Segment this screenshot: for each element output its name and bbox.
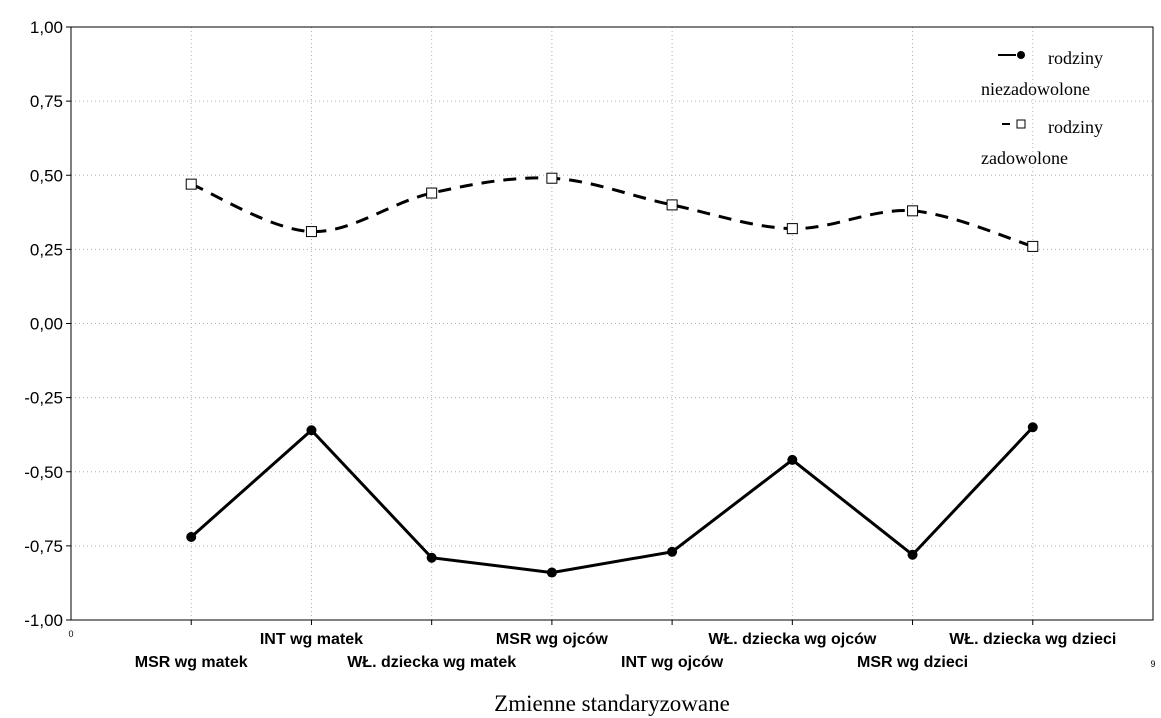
data-point-niezadowolone — [426, 552, 437, 563]
data-point-zadowolone — [546, 172, 558, 184]
y-tick-label: -1,00 — [24, 611, 63, 630]
data-point-niezadowolone — [546, 567, 557, 578]
x-category-label: WŁ. dziecka wg matek — [347, 654, 516, 671]
x-category-label: MSR wg ojców — [496, 631, 609, 648]
data-point-zadowolone — [1027, 240, 1039, 252]
y-tick-label: 0,50 — [30, 166, 63, 185]
data-point-niezadowolone — [787, 454, 798, 465]
y-tick-label: 0,25 — [30, 240, 63, 259]
legend-series2-line1: rodziny — [1048, 117, 1103, 137]
x-category-label: WŁ. dziecka wg ojców — [708, 631, 877, 648]
y-tick-label: 0,75 — [30, 92, 63, 111]
data-point-niezadowolone — [1027, 422, 1038, 433]
series-line-zadowolone — [190, 176, 1034, 248]
x-edge-label-start: 0 — [68, 629, 73, 639]
x-category-label: MSR wg dzieci — [857, 654, 968, 671]
legend-series1-line1: rodziny — [1048, 48, 1103, 68]
legend-filled-circle-marker — [1017, 51, 1025, 59]
data-point-niezadowolone — [907, 549, 918, 560]
x-axis-title: Zmienne standaryzowane — [494, 691, 730, 716]
y-tick-label: -0,75 — [24, 537, 63, 556]
series-layer — [185, 172, 1039, 578]
data-point-zadowolone — [426, 187, 438, 199]
data-point-zadowolone — [185, 178, 197, 190]
x-edge-label-end: 9 — [1150, 659, 1155, 669]
data-point-zadowolone — [907, 205, 919, 217]
x-category-label: INT wg matek — [260, 631, 363, 648]
x-category-label: INT wg ojców — [621, 654, 724, 671]
y-axis-ticks: 1,00 0,75 0,50 0,25 0,00 -0,25 -0,50 -0,75 -1,00 — [24, 18, 71, 630]
data-point-niezadowolone — [186, 531, 197, 542]
y-tick-label: -0,25 — [24, 389, 63, 408]
y-tick-label: 0,00 — [30, 315, 63, 334]
legend-series1-line2: niezadowolone — [981, 79, 1090, 99]
data-point-zadowolone — [305, 226, 317, 238]
grid-lines — [71, 27, 1153, 620]
y-tick-label: 1,00 — [30, 18, 63, 37]
y-tick-label: -0,50 — [24, 463, 63, 482]
legend-open-square-marker — [1016, 119, 1026, 129]
x-axis-category-labels: MSR wg matek INT wg matek WŁ. dziecka wg m… — [135, 620, 1116, 671]
data-point-niezadowolone — [667, 546, 678, 557]
x-category-label: WŁ. dziecka wg dzieci — [949, 631, 1116, 648]
series-line-niezadowolone — [190, 426, 1034, 575]
data-point-zadowolone — [786, 223, 798, 235]
data-point-zadowolone — [666, 199, 678, 211]
legend-series2-line2: zadowolone — [981, 148, 1068, 168]
data-point-niezadowolone — [306, 425, 317, 436]
x-category-label: MSR wg matek — [135, 654, 248, 671]
legend: rodziny niezadowolone rodziny zadowolone — [981, 48, 1103, 168]
